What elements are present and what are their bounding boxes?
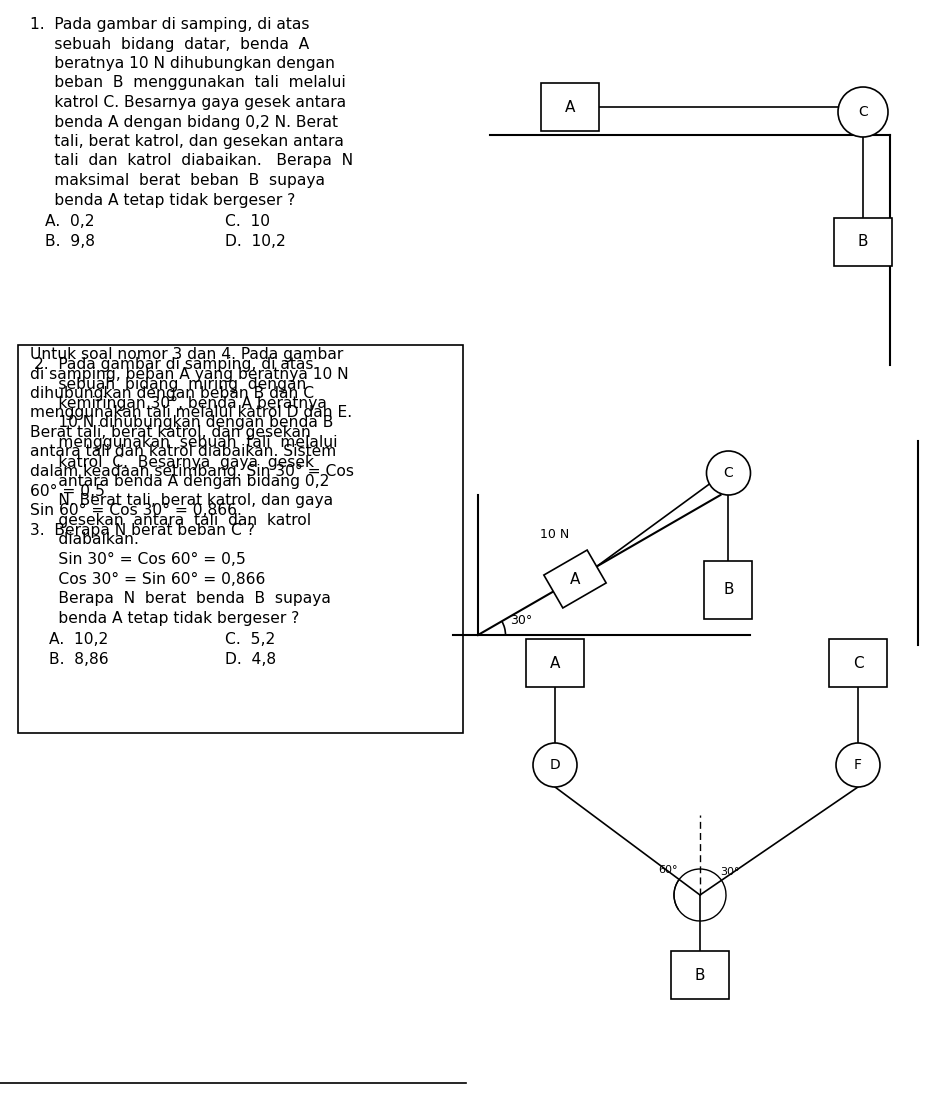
Text: D.  4,8: D. 4,8 bbox=[225, 652, 277, 667]
Text: sebuah  bidang  datar,  benda  A: sebuah bidang datar, benda A bbox=[30, 36, 309, 51]
Text: A: A bbox=[565, 100, 575, 115]
Text: C: C bbox=[853, 656, 863, 670]
Text: antara benda A dengan bidang 0,2: antara benda A dengan bidang 0,2 bbox=[34, 474, 330, 489]
Bar bbox=[829, 639, 887, 687]
Text: N. Berat tali, berat katrol, dan gaya: N. Berat tali, berat katrol, dan gaya bbox=[34, 494, 333, 508]
Bar bbox=[544, 550, 606, 608]
Text: 60° = 0,5: 60° = 0,5 bbox=[30, 484, 105, 498]
Text: B: B bbox=[695, 968, 706, 982]
Text: tali, berat katrol, dan gesekan antara: tali, berat katrol, dan gesekan antara bbox=[30, 134, 344, 149]
Text: D.  10,2: D. 10,2 bbox=[225, 233, 286, 249]
Text: menggunakan tali melalui katrol D dan E.: menggunakan tali melalui katrol D dan E. bbox=[30, 405, 352, 420]
Circle shape bbox=[838, 87, 888, 137]
Text: B: B bbox=[857, 234, 869, 250]
Text: C: C bbox=[858, 105, 868, 119]
Text: kemiringan 30°, benda A beratnya: kemiringan 30°, benda A beratnya bbox=[34, 396, 327, 411]
Text: dihubungkan dengan beban B dan C: dihubungkan dengan beban B dan C bbox=[30, 387, 314, 401]
Circle shape bbox=[707, 451, 750, 495]
Text: C: C bbox=[723, 466, 734, 480]
Text: Berat tali, berat katrol, dan gesekan: Berat tali, berat katrol, dan gesekan bbox=[30, 425, 311, 440]
Text: benda A dengan bidang 0,2 N. Berat: benda A dengan bidang 0,2 N. Berat bbox=[30, 115, 338, 129]
Text: beratnya 10 N dihubungkan dengan: beratnya 10 N dihubungkan dengan bbox=[30, 56, 335, 71]
Text: Untuk soal nomor 3 dan 4. Pada gambar: Untuk soal nomor 3 dan 4. Pada gambar bbox=[30, 347, 344, 362]
Bar bbox=[834, 218, 892, 266]
Text: di samping, beban A yang beratnya 10 N: di samping, beban A yang beratnya 10 N bbox=[30, 367, 348, 381]
Bar bbox=[705, 561, 752, 619]
Text: F: F bbox=[854, 758, 862, 772]
Text: benda A tetap tidak bergeser ?: benda A tetap tidak bergeser ? bbox=[30, 193, 295, 207]
Text: Sin 30° = Cos 60° = 0,5: Sin 30° = Cos 60° = 0,5 bbox=[34, 552, 246, 567]
Text: Berapa  N  berat  benda  B  supaya: Berapa N berat benda B supaya bbox=[34, 591, 331, 606]
Text: tali  dan  katrol  diabaikan.   Berapa  N: tali dan katrol diabaikan. Berapa N bbox=[30, 153, 353, 169]
Text: menggunakan  sebuah  tali  melalui: menggunakan sebuah tali melalui bbox=[34, 435, 338, 450]
Text: diabaikan.: diabaikan. bbox=[34, 532, 139, 548]
Text: B.  9,8: B. 9,8 bbox=[45, 233, 95, 249]
Bar bbox=[526, 639, 584, 687]
Text: A.  0,2: A. 0,2 bbox=[45, 214, 95, 229]
Text: C.  5,2: C. 5,2 bbox=[225, 632, 276, 647]
Text: dalam keadaan setimbang. Sin 30° = Cos: dalam keadaan setimbang. Sin 30° = Cos bbox=[30, 464, 354, 479]
Text: 10 N: 10 N bbox=[540, 528, 569, 541]
Circle shape bbox=[533, 744, 577, 787]
Text: katrol  C.  Besarnya  gaya  gesek: katrol C. Besarnya gaya gesek bbox=[34, 454, 314, 470]
Text: 2.  Pada gambar di samping, di atas: 2. Pada gambar di samping, di atas bbox=[34, 357, 314, 372]
Bar bbox=[671, 950, 729, 999]
Text: A: A bbox=[550, 656, 560, 670]
Circle shape bbox=[836, 744, 880, 787]
Text: 60°: 60° bbox=[658, 865, 678, 875]
Text: maksimal  berat  beban  B  supaya: maksimal berat beban B supaya bbox=[30, 173, 325, 188]
Text: benda A tetap tidak bergeser ?: benda A tetap tidak bergeser ? bbox=[34, 611, 300, 625]
Text: C.  10: C. 10 bbox=[225, 214, 270, 229]
Text: Sin 60° = Cos 30° = 0,866.: Sin 60° = Cos 30° = 0,866. bbox=[30, 503, 242, 518]
Text: 10 N dihubungkan dengan benda B: 10 N dihubungkan dengan benda B bbox=[34, 415, 333, 430]
Text: A: A bbox=[570, 572, 580, 587]
Text: D: D bbox=[549, 758, 560, 772]
Bar bbox=[541, 83, 599, 131]
Text: B: B bbox=[723, 583, 734, 598]
Text: gesekan  antara  tali  dan  katrol: gesekan antara tali dan katrol bbox=[34, 512, 311, 528]
Text: antara tali dan katrol diabaikan. Sistem: antara tali dan katrol diabaikan. Sistem bbox=[30, 445, 336, 460]
Text: 1.  Pada gambar di samping, di atas: 1. Pada gambar di samping, di atas bbox=[30, 18, 309, 32]
Text: Cos 30° = Sin 60° = 0,866: Cos 30° = Sin 60° = 0,866 bbox=[34, 572, 265, 587]
Text: A.  10,2: A. 10,2 bbox=[49, 632, 108, 647]
Text: B.  8,86: B. 8,86 bbox=[49, 652, 109, 667]
Text: sebuah  bidang  miring  dengan: sebuah bidang miring dengan bbox=[34, 377, 306, 392]
Text: 30°: 30° bbox=[721, 867, 740, 877]
Bar bbox=[18, 345, 463, 733]
Text: 3.  Berapa N berat beban C ?: 3. Berapa N berat beban C ? bbox=[30, 522, 255, 538]
Text: beban  B  menggunakan  tali  melalui: beban B menggunakan tali melalui bbox=[30, 76, 345, 91]
Text: katrol C. Besarnya gaya gesek antara: katrol C. Besarnya gaya gesek antara bbox=[30, 95, 346, 110]
Text: 30°: 30° bbox=[510, 614, 533, 627]
